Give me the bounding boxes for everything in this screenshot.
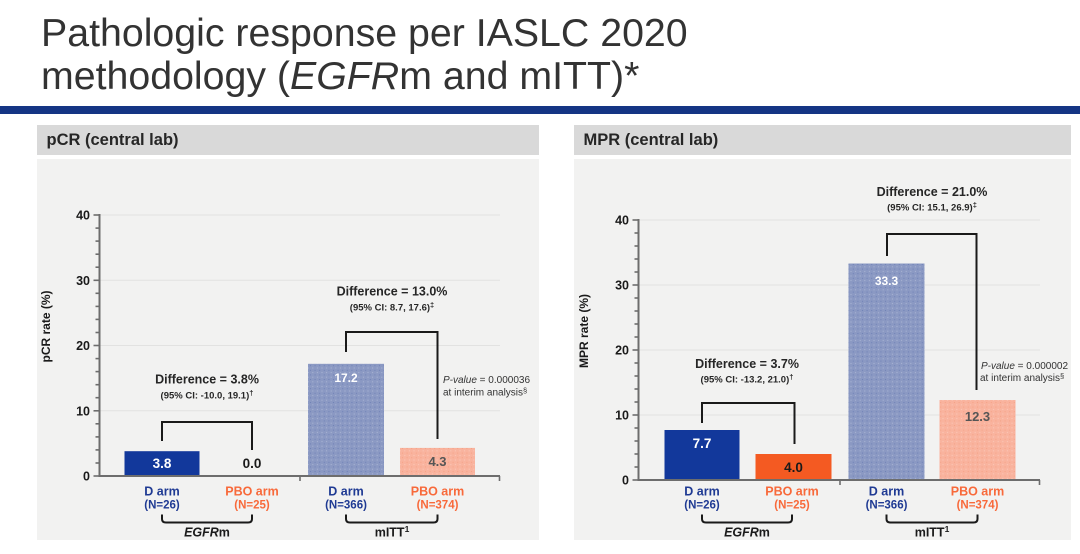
svg-text:MPR rate (%): MPR rate (%) <box>577 294 591 368</box>
svg-text:0: 0 <box>83 470 90 484</box>
svg-text:Difference = 3.8%: Difference = 3.8% <box>155 372 259 386</box>
svg-text:EGFRm: EGFRm <box>724 526 770 540</box>
svg-text:at interim analysis§: at interim analysis§ <box>980 372 1064 385</box>
svg-text:4.3: 4.3 <box>428 454 446 469</box>
svg-text:Difference = 13.0%: Difference = 13.0% <box>337 285 448 299</box>
svg-text:(95% CI: 15.1, 26.9)‡: (95% CI: 15.1, 26.9)‡ <box>887 201 977 214</box>
svg-text:at interim analysis§: at interim analysis§ <box>443 386 527 399</box>
svg-text:D arm: D arm <box>144 485 179 499</box>
svg-text:PBO arm: PBO arm <box>951 485 1005 499</box>
svg-text:pCR rate (%): pCR rate (%) <box>39 290 53 362</box>
svg-text:40: 40 <box>76 209 90 223</box>
svg-text:17.2: 17.2 <box>334 371 358 385</box>
svg-text:Difference = 21.0%: Difference = 21.0% <box>877 185 988 199</box>
svg-text:PBO arm: PBO arm <box>411 485 465 499</box>
svg-text:(N=366): (N=366) <box>325 500 367 512</box>
svg-text:mITT1: mITT1 <box>915 524 950 540</box>
svg-text:0: 0 <box>622 474 629 488</box>
svg-text:30: 30 <box>76 274 90 288</box>
svg-text:10: 10 <box>76 404 90 418</box>
svg-text:(N=26): (N=26) <box>144 500 180 512</box>
svg-text:D arm: D arm <box>869 485 904 499</box>
svg-text:PBO arm: PBO arm <box>225 485 279 499</box>
svg-text:D arm: D arm <box>328 485 363 499</box>
svg-text:40: 40 <box>615 214 629 228</box>
svg-text:(N=374): (N=374) <box>417 500 459 512</box>
svg-text:30: 30 <box>615 279 629 293</box>
svg-text:20: 20 <box>615 344 629 358</box>
svg-text:EGFRm: EGFRm <box>184 526 230 540</box>
svg-text:12.3: 12.3 <box>965 409 990 424</box>
svg-text:P-value = 0.000002: P-value = 0.000002 <box>981 361 1068 372</box>
svg-text:0.0: 0.0 <box>243 456 262 471</box>
svg-text:(N=374): (N=374) <box>957 500 999 512</box>
svg-text:mITT1: mITT1 <box>375 524 410 540</box>
svg-text:20: 20 <box>76 339 90 353</box>
svg-text:(N=25): (N=25) <box>234 500 270 512</box>
svg-text:(95% CI: -10.0, 19.1)†: (95% CI: -10.0, 19.1)† <box>161 388 254 401</box>
svg-text:10: 10 <box>615 409 629 423</box>
svg-text:(95% CI: 8.7, 17.6)‡: (95% CI: 8.7, 17.6)‡ <box>350 301 434 314</box>
svg-text:(N=26): (N=26) <box>684 500 720 512</box>
svg-text:(N=366): (N=366) <box>866 500 908 512</box>
svg-text:4.0: 4.0 <box>784 460 803 475</box>
svg-text:(N=25): (N=25) <box>774 500 810 512</box>
svg-text:(95% CI: -13.2, 21.0)†: (95% CI: -13.2, 21.0)† <box>701 373 794 386</box>
svg-text:PBO arm: PBO arm <box>765 485 819 499</box>
svg-text:3.8: 3.8 <box>153 456 172 471</box>
svg-text:P-value = 0.000036: P-value = 0.000036 <box>443 375 530 386</box>
svg-text:Difference = 3.7%: Difference = 3.7% <box>695 357 799 371</box>
svg-text:7.7: 7.7 <box>693 436 712 451</box>
svg-text:D arm: D arm <box>684 485 719 499</box>
svg-text:33.3: 33.3 <box>875 274 899 288</box>
